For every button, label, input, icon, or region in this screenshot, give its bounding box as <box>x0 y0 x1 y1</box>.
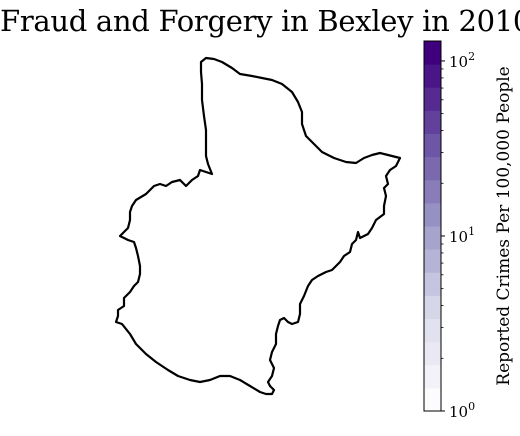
tick-exponent: 1 <box>468 225 475 238</box>
colorbar-band <box>424 387 441 412</box>
colorbar-label: Reported Crimes Per 100,000 People <box>494 66 514 385</box>
colorbar-band <box>424 133 441 158</box>
colorbar-tick-label: 100 <box>449 400 475 421</box>
colorbar-tick-label: 101 <box>449 225 475 246</box>
colorbar-band <box>424 249 441 273</box>
tick-base: 10 <box>449 53 468 71</box>
colorbar-band <box>424 272 441 296</box>
colorbar-tick-label: 102 <box>449 50 475 71</box>
bexley-outline <box>114 56 402 396</box>
colorbar-band <box>424 87 441 111</box>
colorbar-gradient <box>424 41 441 412</box>
tick-base: 10 <box>449 228 468 246</box>
colorbar-band <box>424 341 441 366</box>
colorbar-band <box>424 226 441 250</box>
colorbar-band <box>424 318 441 343</box>
colorbar-band <box>424 64 441 88</box>
colorbar-band <box>424 295 441 319</box>
colorbar-band <box>424 364 441 389</box>
colorbar-band <box>424 110 441 134</box>
chart-title: Fraud and Forgery in Bexley in 2010 <box>0 4 520 38</box>
colorbar-band <box>424 179 441 204</box>
colorbar-band <box>424 202 441 227</box>
tick-base: 10 <box>449 403 468 421</box>
colorbar-band <box>424 156 441 181</box>
colorbar-frame <box>423 40 442 412</box>
tick-exponent: 2 <box>468 50 475 63</box>
colorbar-band <box>424 41 441 65</box>
tick-exponent: 0 <box>468 400 475 413</box>
